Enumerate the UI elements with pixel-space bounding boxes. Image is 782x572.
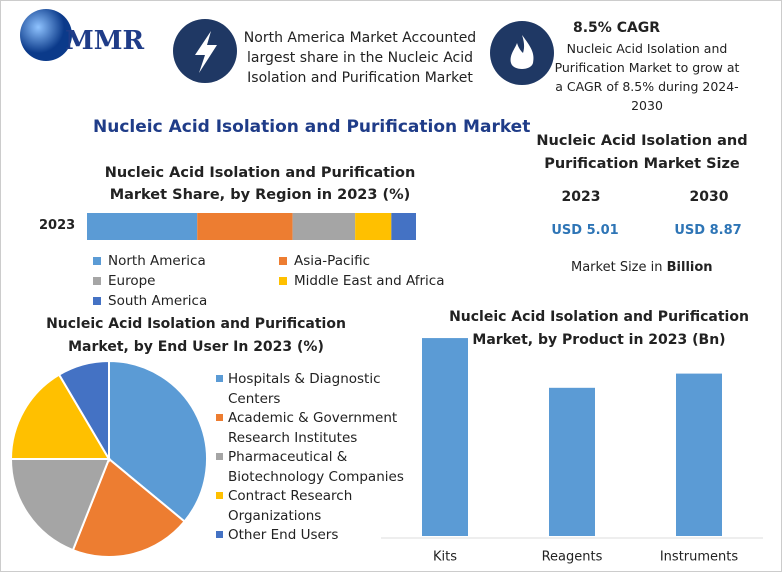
lightning-icon [195,31,217,73]
legend-label: Academic & Government Research Institute… [228,410,398,446]
pie-slice [57,359,110,463]
bar-segment [197,213,293,240]
bar [549,387,595,536]
legend-marker [216,453,223,460]
cagr-text: Nucleic Acid Isolation and Purification … [554,41,740,113]
legend-marker [216,375,223,382]
size-value: USD 5.01 [551,223,619,238]
year: 2030 [689,189,729,205]
legend-label: Pharmaceutical & Biotechnology Companies [228,449,404,485]
legend-marker [279,257,287,265]
legend-marker [216,531,223,538]
legend-label: Asia-Pacific [294,253,371,269]
bar-segment [292,213,356,240]
year: 2023 [561,189,601,205]
pie-slice [9,458,111,552]
legend-label: Middle East and Africa [294,273,445,289]
bar [676,373,722,536]
legend-label: North America [108,253,206,269]
bar-segment [355,213,392,240]
legend-marker [93,297,101,305]
cagr-title: 8.5% CAGR [573,20,661,36]
bar-segment [87,213,198,240]
x-tick-label: Kits [433,550,457,565]
legend-label: Europe [108,273,156,289]
chart-title: Nucleic Acid Isolation and Purification … [449,309,749,348]
legend-marker [93,277,101,285]
pie-slice [71,457,186,558]
chart-title: Nucleic Acid Isolation and Purification … [46,316,346,355]
logo-globe [20,9,72,61]
category-label: 2023 [39,218,76,233]
x-tick-label: Reagents [542,550,603,565]
note-text: Market Size in [571,260,663,275]
legend-marker [93,257,101,265]
highlight-text: North America Market Accounted largest s… [243,30,477,86]
legend-label: Hospitals & Diagnostic Centers [228,371,381,407]
logo: MMR [65,26,145,56]
legend-marker [216,414,223,421]
bar [422,338,468,536]
note-unit: Billion [666,260,713,275]
main-title: Nucleic Acid Isolation and Purification … [93,117,531,137]
legend-label: Other End Users [228,527,339,543]
x-tick-label: Instruments [660,550,739,565]
chart-title: Nucleic Acid Isolation and Purification … [104,165,416,203]
size-note: Market Size in Billion [571,258,713,278]
legend-marker [279,277,287,285]
pie-slice [9,373,111,460]
size-title: Nucleic Acid Isolation and Purification … [536,133,748,172]
size-value: USD 8.87 [674,223,742,238]
legend-marker [216,492,223,499]
flame-icon [510,35,534,69]
bar-segment [391,213,416,240]
legend-label: South America [108,293,208,309]
legend-label: Contract Research Organizations [228,488,353,524]
pie-slice [108,359,208,523]
